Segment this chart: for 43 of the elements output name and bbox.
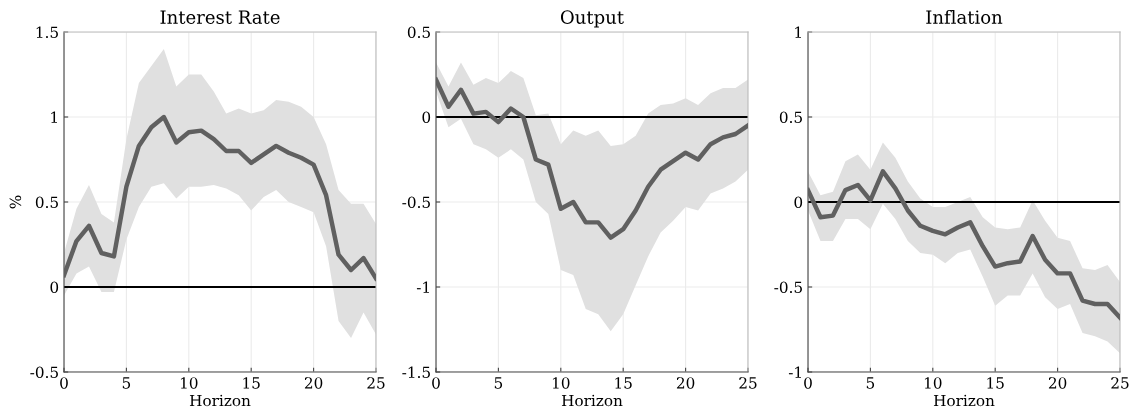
y-tick-label: 0.5 [779, 111, 802, 124]
x-tick-label: 25 [739, 377, 757, 389]
y-tick-label: -0.5 [30, 366, 58, 379]
x-axis-title: Horizon [189, 394, 251, 407]
y-tick-label: 0 [50, 281, 59, 294]
y-tick-label: 0 [422, 111, 431, 124]
y-tick-label: -1 [416, 281, 429, 293]
x-tick-label: 20 [304, 377, 323, 389]
x-tick-label: 15 [987, 377, 1004, 389]
x-tick-label: 15 [243, 377, 260, 389]
x-tick-label: 5 [494, 377, 503, 389]
x-tick-label: 25 [367, 377, 385, 389]
y-tick-label: -0.5 [402, 196, 430, 209]
x-tick-label: 25 [1111, 377, 1129, 389]
x-axis-title: Horizon [561, 394, 623, 407]
y-tick-label: 1 [51, 111, 57, 123]
y-tick-label: 0 [794, 196, 803, 209]
y-tick-label: 0.5 [35, 196, 58, 209]
y-tick-label: -1 [788, 366, 801, 378]
chart-title: Output [560, 10, 624, 28]
x-tick-label: 15 [615, 377, 632, 389]
x-tick-label: 0 [60, 377, 68, 389]
y-axis-title: % [9, 195, 22, 209]
line-series [436, 77, 748, 240]
x-tick-label: 10 [552, 377, 570, 389]
y-tick-label: 1.5 [36, 26, 58, 39]
x-tick-label: 0 [432, 377, 440, 389]
x-tick-label: 10 [180, 377, 198, 389]
x-tick-label: 20 [676, 377, 695, 389]
x-tick-label: 5 [122, 377, 131, 389]
line-series [64, 114, 376, 281]
line-series [808, 169, 1120, 320]
x-tick-label: 0 [804, 377, 812, 389]
y-tick-label: -1.5 [402, 366, 430, 379]
chart-title: Inflation [926, 9, 1003, 24]
x-axis-title: Horizon [933, 394, 995, 407]
y-tick-label: -0.5 [774, 281, 802, 294]
y-tick-label: 0.5 [407, 26, 430, 39]
x-tick-label: 5 [866, 377, 875, 389]
x-tick-label: 10 [924, 377, 942, 389]
chart-title: Interest Rate [160, 10, 280, 24]
y-tick-label: 1 [795, 26, 801, 38]
x-tick-label: 20 [1048, 377, 1067, 389]
